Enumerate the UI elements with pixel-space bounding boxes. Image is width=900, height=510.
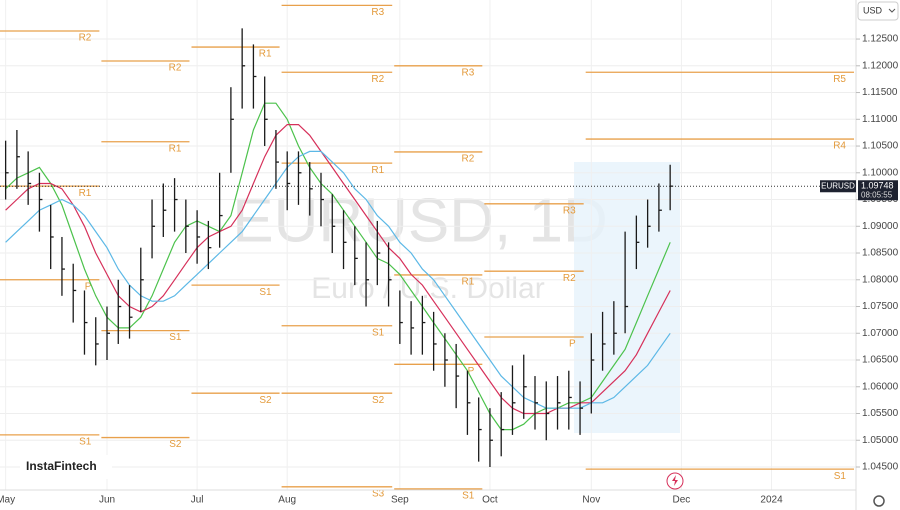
pivot-label: S1: [169, 332, 182, 343]
watermark-symbol: EURUSD, 1D: [232, 186, 608, 255]
y-tick-label: 1.08500: [862, 248, 899, 259]
price-tag-label: 1.09748: [861, 181, 894, 191]
y-tick-label: 1.11500: [862, 87, 898, 98]
x-tick-label: Sep: [391, 495, 409, 506]
pivot-label: S3: [372, 488, 385, 499]
brand-box: [20, 455, 112, 479]
pivot-label: S1: [372, 327, 385, 338]
pivot-label: P: [468, 366, 475, 377]
x-tick-label: Aug: [278, 495, 296, 506]
y-tick-label: 1.04500: [862, 462, 899, 473]
pivot-label: R2: [79, 33, 92, 44]
pivot-label: R4: [833, 141, 846, 152]
pivot-label: R3: [462, 67, 475, 78]
pivot-label: S1: [79, 437, 92, 448]
x-tick-label: Dec: [673, 495, 691, 506]
x-tick-label: Jun: [99, 495, 115, 506]
pivot-label: R3: [371, 7, 384, 18]
currency-select[interactable]: USD: [857, 1, 899, 21]
symbol-tag-label: EURUSD: [821, 181, 855, 190]
pivot-label: R2: [462, 154, 475, 165]
currency-label[interactable]: USD: [863, 5, 883, 15]
x-tick-label: 2024: [760, 495, 783, 506]
x-tick-label: Jul: [191, 495, 204, 506]
y-tick-label: 1.11000: [862, 114, 898, 125]
pivot-label: S1: [259, 287, 272, 298]
pivot-label: R1: [371, 165, 384, 176]
pivot-label: S1: [834, 471, 847, 482]
x-tick-label: May: [0, 495, 15, 506]
watermark-description: Euro / U.S. Dollar: [311, 272, 544, 305]
pivot-label: S2: [372, 395, 385, 406]
caret[interactable]: [888, 8, 896, 13]
y-tick-label: 1.07000: [862, 328, 899, 339]
y-tick-label: 1.12000: [862, 60, 899, 71]
settings-button[interactable]: [873, 495, 885, 507]
y-tick-label: 1.10500: [862, 141, 899, 152]
y-tick-label: 1.06500: [862, 355, 899, 366]
symbol-tag: [820, 180, 856, 193]
pivot-label: S1: [462, 491, 475, 502]
y-tick-label: 1.10000: [862, 167, 899, 178]
moving-average: [5, 150, 671, 409]
plot: R2 R1 P S1 R2 R1 S1 S2 R1 S1 S2 R3 R2 R1 S1 S2 S3 R3 R2 R1 P…: [0, 0, 856, 502]
y-tick-label: 1.09000: [862, 221, 899, 232]
price-tag: [858, 180, 898, 201]
pivot-label: R3: [563, 205, 576, 216]
y-tick-label: 1.06000: [862, 381, 899, 392]
pivot-label: R1: [462, 277, 475, 288]
pivot-label: S2: [169, 439, 182, 450]
pivot-label: S2: [259, 395, 272, 406]
event-bolt: [672, 475, 678, 486]
pivot-label: R1: [169, 143, 182, 154]
countdown-label: 08:05:55: [861, 190, 893, 199]
range-box: [574, 162, 680, 433]
pivot-label: R2: [169, 63, 182, 74]
y-tick-label: 1.05500: [862, 408, 899, 419]
moving-average: [5, 102, 671, 431]
brand: InstaFintech: [26, 459, 97, 473]
pivot-label: R2: [563, 273, 576, 284]
pivot-label: R2: [371, 74, 384, 85]
y-tick-label: 1.07500: [862, 301, 899, 312]
pivot-label: R5: [833, 74, 846, 85]
x-tick-label: Oct: [482, 495, 498, 506]
y-tick-label: 1.08000: [862, 274, 899, 285]
pivot-label: P: [569, 339, 576, 350]
y-tick-label: 1.12500: [862, 34, 899, 45]
pivot-label: R1: [259, 49, 272, 60]
y-tick-label: 1.05000: [862, 435, 899, 446]
pivot-label: P: [85, 281, 92, 292]
pivot-label: R1: [79, 188, 92, 199]
currency-box[interactable]: [857, 1, 899, 21]
x-tick-label: Nov: [582, 495, 600, 506]
